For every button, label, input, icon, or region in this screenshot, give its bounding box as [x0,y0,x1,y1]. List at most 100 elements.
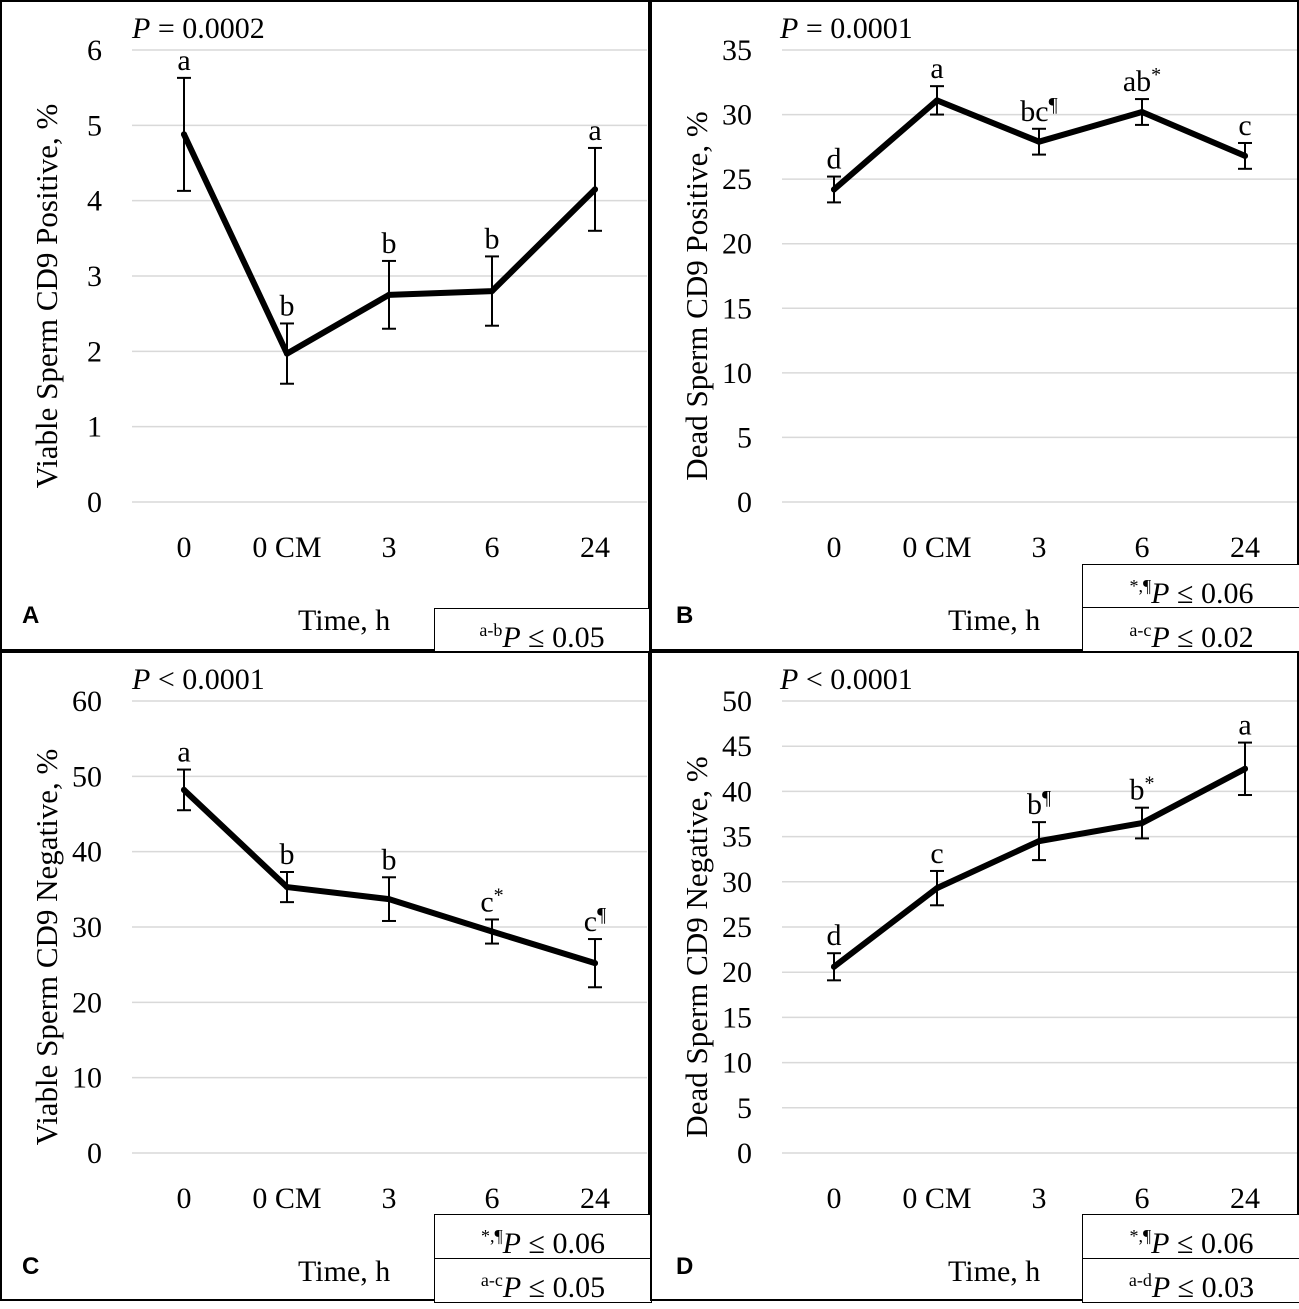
sig-letter-d-0: d [827,919,842,952]
y-tick-label-d-3: 15 [722,1001,752,1034]
sig-legend-box-b-2: a-cP ≤ 0.02 [1082,607,1299,654]
y-tick-label-d-6: 30 [722,866,752,899]
x-tick-label-a-4: 24 [580,531,610,564]
y-tick-label-d-7: 35 [722,821,752,854]
x-tick-label-d-3: 6 [1135,1182,1150,1215]
x-tick-label-a-2: 3 [382,531,397,564]
y-tick-label-d-8: 40 [722,775,752,808]
data-point-b-2 [1036,138,1042,145]
x-tick-label-d-0: 0 [827,1182,842,1215]
sig-letter-c-2: b [382,843,397,876]
data-point-c-3 [489,928,495,935]
chart-a-plot: 0 1 2 3 4 5 6 Viable Sperm CD9 Positive, % 0 0 CM… [29,34,647,564]
sig-legend-box-a-1: a-bP ≤ 0.05 [434,608,650,654]
x-tick-label-b-3: 6 [1135,531,1150,564]
sig-legend-box-d-1: *,¶P ≤ 0.06 [1082,1214,1299,1260]
data-point-c-0 [181,786,187,793]
y-tick-label-b-4: 20 [722,228,752,261]
sig-letter-a-1: b [280,289,295,322]
sig-letter-b-4: c [1238,109,1251,142]
sig-legend-box-c-1: *,¶P ≤ 0.06 [434,1214,652,1260]
p-value-d: P < 0.0001 [780,663,913,696]
sig-letter-c-3: c* [480,884,503,918]
y-tick-label-c-5: 50 [72,760,102,793]
data-point-a-1 [284,350,290,357]
data-point-d-2 [1036,838,1042,845]
data-point-b-1 [934,97,940,104]
sig-letter-a-2: b [382,227,397,260]
panel-letter-a: A [22,602,40,629]
x-tick-label-a-3: 6 [485,531,500,564]
sig-letter-d-4: a [1238,709,1251,742]
panel-letter-c: C [22,1253,40,1280]
y-tick-label-a-3: 3 [87,260,102,293]
x-tick-label-c-0: 0 [177,1182,192,1215]
y-tick-label-c-6: 60 [72,685,102,718]
x-axis-title-d: Time, h [948,1255,1041,1288]
x-tick-label-a-0: 0 [177,531,192,564]
data-point-b-4 [1242,152,1248,159]
x-tick-label-c-4: 24 [580,1182,610,1215]
sig-letter-b-3: ab* [1123,64,1161,98]
y-tick-label-a-4: 4 [87,185,102,218]
x-tick-label-d-1: 0 CM [902,1182,971,1215]
y-tick-label-b-1: 5 [737,421,752,454]
data-point-a-3 [489,288,495,295]
p-value-c: P < 0.0001 [132,663,265,696]
y-tick-label-a-1: 1 [87,411,102,444]
y-tick-label-b-0: 0 [737,486,752,519]
x-tick-label-d-2: 3 [1032,1182,1047,1215]
data-point-a-0 [181,131,187,138]
y-tick-label-d-9: 45 [722,730,752,763]
sig-legend-box-b-1: *,¶P ≤ 0.06 [1082,564,1299,610]
sig-letter-c-4: c¶ [584,904,606,938]
sig-legend-box-d-2: a-dP ≤ 0.03 [1082,1258,1299,1304]
y-axis-title-a: Viable Sperm CD9 Positive, % [29,104,64,489]
y-tick-label-a-5: 5 [87,109,102,142]
x-tick-label-d-4: 24 [1230,1182,1260,1215]
y-tick-label-d-0: 0 [737,1137,752,1170]
y-tick-label-c-2: 20 [72,986,102,1019]
data-point-a-2 [386,291,392,298]
sig-letter-a-4: a [588,114,601,147]
y-tick-label-c-0: 0 [87,1137,102,1170]
y-tick-label-d-4: 20 [722,956,752,989]
x-tick-label-c-2: 3 [382,1182,397,1215]
x-tick-label-b-4: 24 [1230,531,1260,564]
y-tick-label-b-3: 15 [722,292,752,325]
y-tick-label-a-0: 0 [87,486,102,519]
y-tick-label-b-5: 25 [722,163,752,196]
x-tick-label-c-3: 6 [485,1182,500,1215]
y-tick-label-d-5: 25 [722,911,752,944]
sig-letter-a-0: a [177,44,190,77]
panel-letter-d: D [676,1253,694,1280]
y-tick-label-d-1: 5 [737,1092,752,1125]
sig-letter-b-2: bc¶ [1020,94,1057,128]
y-tick-label-b-2: 10 [722,357,752,390]
x-axis-title-c: Time, h [298,1255,391,1288]
data-point-d-1 [934,885,940,892]
chart-panel-c: 0 10 20 30 40 50 60 Viable Sperm CD9 Negative, … [0,651,652,1304]
data-point-c-2 [386,896,392,903]
x-axis-title-a: Time, h [298,604,391,637]
y-tick-label-a-6: 6 [87,34,102,67]
x-axis-title-b: Time, h [948,604,1041,637]
sig-letter-d-2: b¶ [1027,787,1051,821]
chart-panel-d: 0 5 10 15 20 25 30 35 40 45 50 Dead Sperm CD9 Negat… [650,651,1299,1304]
p-value-b: P = 0.0001 [780,12,913,45]
y-tick-label-d-2: 10 [722,1047,752,1080]
sig-letter-b-1: a [930,52,943,85]
data-point-b-3 [1139,108,1145,115]
y-axis-title-d: Dead Sperm CD9 Negative, % [679,756,714,1137]
data-point-a-4 [592,186,598,193]
y-tick-label-c-4: 40 [72,836,102,869]
chart-panel-b: 0 5 10 15 20 25 30 35 Dead Sperm CD9 Positive, %… [650,0,1299,654]
data-point-d-0 [831,963,837,970]
data-point-c-1 [284,884,290,891]
sig-letter-c-0: a [177,736,190,769]
y-tick-label-a-2: 2 [87,335,102,368]
y-tick-label-b-7: 35 [722,34,752,67]
